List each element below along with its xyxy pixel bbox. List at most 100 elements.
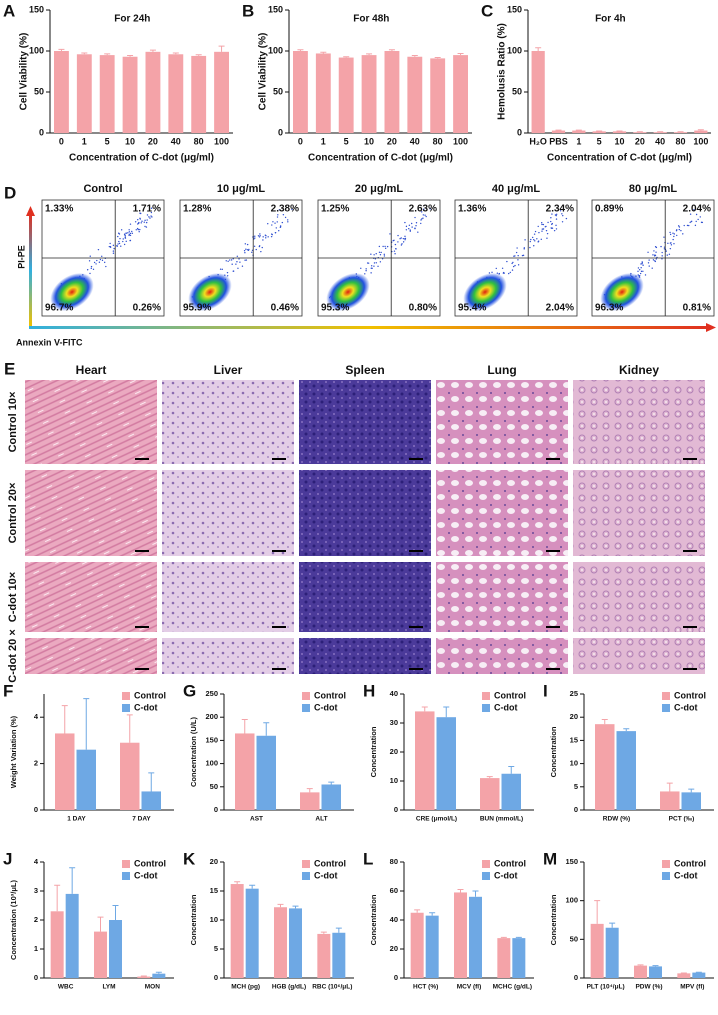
bar xyxy=(137,976,151,978)
event-dot xyxy=(378,251,381,253)
x-tick-label: 100 xyxy=(693,136,708,146)
event-dot xyxy=(541,222,543,224)
event-dot xyxy=(509,271,512,274)
event-dot xyxy=(637,267,640,269)
legend-swatch xyxy=(122,872,130,880)
tissue-image xyxy=(162,562,294,632)
event-dot xyxy=(146,219,148,221)
error-bar xyxy=(652,965,659,967)
event-dot xyxy=(530,238,532,241)
y-tick-label: 20 xyxy=(570,712,578,721)
event-dot xyxy=(517,264,520,266)
event-dot xyxy=(267,223,269,225)
bar xyxy=(677,973,691,978)
panel-label: G xyxy=(183,681,196,700)
event-dot xyxy=(422,217,424,219)
bar xyxy=(407,56,423,133)
event-dot xyxy=(279,225,282,227)
event-dot xyxy=(647,251,649,253)
tissue-image xyxy=(436,470,568,556)
legend-swatch xyxy=(662,704,670,712)
event-dot xyxy=(386,245,389,248)
event-dot xyxy=(123,243,126,246)
quadrant-label: 0.81% xyxy=(683,303,711,314)
event-dot xyxy=(401,243,403,245)
event-dot xyxy=(400,244,403,246)
event-dot xyxy=(276,221,278,223)
event-dot xyxy=(95,263,97,265)
event-dot xyxy=(105,265,107,268)
event-dot xyxy=(395,248,397,250)
event-dot xyxy=(373,265,375,267)
event-dot xyxy=(136,227,139,230)
legend-label: Control xyxy=(674,858,706,868)
y-tick-label: 25 xyxy=(570,689,578,698)
event-dot xyxy=(139,228,141,231)
y-tick-label: 1 xyxy=(34,944,38,953)
error-bar xyxy=(140,975,147,977)
event-dot xyxy=(689,213,692,215)
event-dot xyxy=(555,224,557,227)
y-tick-label: 30 xyxy=(390,718,398,727)
bar xyxy=(168,54,184,133)
error-bar xyxy=(58,48,65,51)
event-dot xyxy=(122,238,124,240)
legend-swatch xyxy=(482,704,490,712)
bar xyxy=(300,792,320,810)
bar xyxy=(425,915,439,978)
event-dot xyxy=(414,227,416,230)
event-dot xyxy=(697,218,699,221)
plot-title: Control xyxy=(83,183,122,195)
event-dot xyxy=(90,267,92,270)
event-dot xyxy=(393,239,395,241)
legend-label: Control xyxy=(314,858,346,868)
event-dot xyxy=(541,228,544,230)
event-dot xyxy=(408,224,411,226)
event-dot xyxy=(670,244,673,246)
error-bar xyxy=(421,706,428,712)
panel-label: J xyxy=(3,849,12,868)
bar xyxy=(120,742,140,810)
event-dot xyxy=(374,258,377,260)
event-dot xyxy=(550,220,552,223)
bar xyxy=(531,51,545,133)
event-dot xyxy=(243,250,246,252)
error-bar xyxy=(697,129,704,131)
event-dot xyxy=(101,255,103,258)
x-tick-label: 10 xyxy=(125,136,135,146)
bar xyxy=(595,724,615,810)
event-dot xyxy=(291,208,293,211)
event-dot xyxy=(651,267,653,269)
event-dot xyxy=(415,225,417,227)
legend-label: C-dot xyxy=(674,702,698,712)
event-dot xyxy=(120,245,122,247)
x-tick-label: 40 xyxy=(171,136,181,146)
event-dot xyxy=(540,238,542,241)
event-dot xyxy=(128,234,130,237)
y-tick-label: 15 xyxy=(570,735,578,744)
event-dot xyxy=(125,232,127,234)
event-dot xyxy=(404,239,406,241)
event-dot xyxy=(117,235,119,238)
quadrant-label: 1.33% xyxy=(45,204,73,215)
event-dot xyxy=(424,214,426,216)
error-bar xyxy=(69,867,76,894)
bar xyxy=(605,927,619,978)
x-tick-label: HGB (g/dL) xyxy=(272,984,306,991)
tissue-image xyxy=(573,562,705,632)
event-dot xyxy=(523,247,526,249)
x-tick-label: 20 xyxy=(635,136,645,146)
y-axis-label: Concentration xyxy=(369,726,378,777)
y-axis-label: Weight Variation (%) xyxy=(9,715,18,788)
event-dot xyxy=(534,240,536,242)
event-dot xyxy=(101,259,104,262)
event-dot xyxy=(129,239,131,242)
event-dot xyxy=(553,229,556,232)
panel-label: L xyxy=(363,849,373,868)
event-dot xyxy=(235,263,237,265)
event-dot xyxy=(399,237,401,240)
event-dot xyxy=(112,252,115,254)
bar xyxy=(76,54,92,133)
legend-swatch xyxy=(662,872,670,880)
y-tick-label: 0 xyxy=(574,805,578,814)
